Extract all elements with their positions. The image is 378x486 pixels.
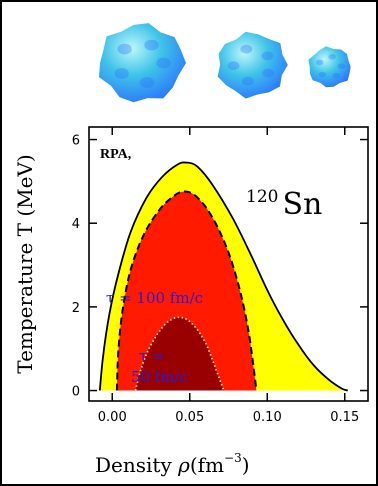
x-tick-label: 0.00 <box>98 410 127 425</box>
nucleus-dimple <box>261 51 274 61</box>
nucleus-dimple <box>332 72 340 79</box>
nucleus-body <box>308 46 351 88</box>
nucleus-dimple <box>117 43 132 55</box>
tau-50-label-line2: 50 fm/c <box>131 368 188 386</box>
nucleus-dimple <box>114 68 129 79</box>
fragmenting-nucleus-medium-icon <box>217 31 288 99</box>
region-tau50-boundary <box>134 316 225 391</box>
nucleus-dimple <box>337 63 346 69</box>
y-tick-label: 4 <box>72 217 80 232</box>
phase-regions <box>98 161 349 392</box>
region-outer-boundary <box>98 161 349 392</box>
nucleus-dimple <box>227 61 240 71</box>
nucleus-dimple <box>241 76 254 86</box>
x-tick-label: 0.05 <box>175 410 204 425</box>
nucleus-dimple <box>144 39 159 51</box>
x-axis-label-exponent: −3 <box>224 451 242 465</box>
y-tick-label: 6 <box>72 134 80 149</box>
x-axis-label: Density ρ(fm−3) <box>95 451 250 477</box>
nucleus-body <box>217 31 288 99</box>
nucleus-label: 120 Sn <box>246 187 322 222</box>
axis-ticks: 0.00 0.05 0.10 0.15 0 2 4 6 <box>72 127 368 425</box>
nucleus-symbol: Sn <box>282 187 322 222</box>
x-axis-label-unit-open: (fm <box>190 453 224 477</box>
nuclei-illustration <box>99 23 351 103</box>
region-tau100-boundary <box>115 190 258 391</box>
panel-label: RPA, <box>100 147 131 162</box>
x-axis-label-rho: ρ <box>177 453 190 477</box>
x-axis-label-prefix: Density <box>95 453 178 477</box>
fragmenting-nucleus-small-icon <box>308 46 351 88</box>
x-axis-label-unit-close: ) <box>242 453 250 477</box>
nucleus-body <box>99 23 186 103</box>
y-axis-label: Temperature T (MeV) <box>13 154 37 373</box>
nucleus-dimple <box>328 54 336 60</box>
nucleus-dimple <box>139 77 155 88</box>
tau-100-label: τ = 100 fm/c <box>106 289 203 307</box>
nucleus-dimple <box>240 44 253 54</box>
y-tick-label: 2 <box>72 301 80 316</box>
region-tau100-area <box>116 191 257 391</box>
tau-50-label-line1: τ = <box>139 347 165 365</box>
x-tick-label: 0.15 <box>330 410 359 425</box>
nucleus-dimple <box>318 71 326 78</box>
region-tau50-area <box>135 317 224 391</box>
fragmenting-nucleus-large-icon <box>99 23 186 103</box>
nucleus-mass-number: 120 <box>246 187 278 207</box>
x-tick-label: 0.10 <box>253 410 282 425</box>
nucleus-dimple <box>316 59 324 66</box>
nucleus-dimple <box>156 57 171 69</box>
y-tick-label: 0 <box>72 385 80 400</box>
nucleus-dimple <box>262 68 275 78</box>
